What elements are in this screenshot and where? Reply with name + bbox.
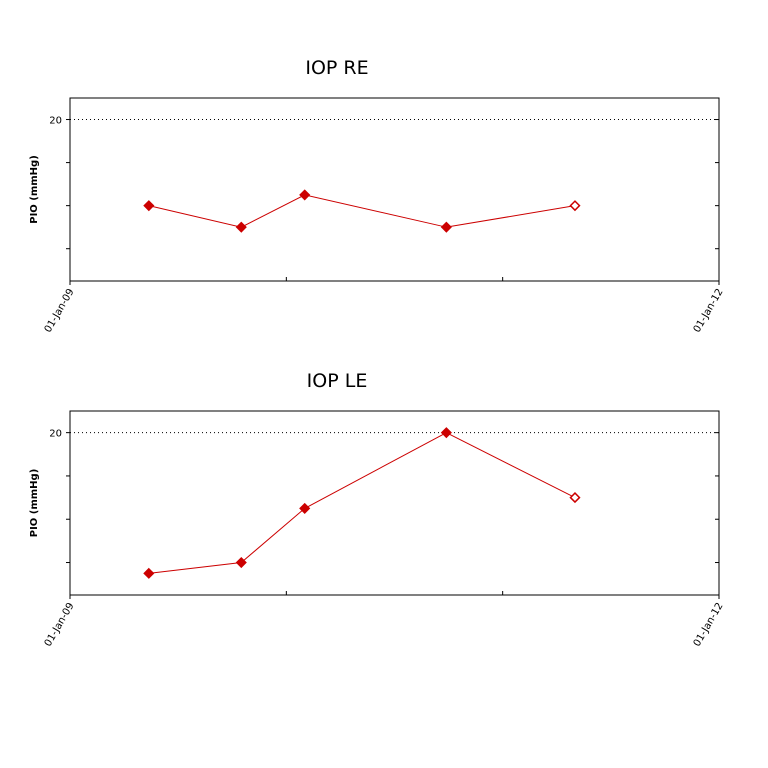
line [148, 194, 576, 228]
x-tick-label: 01-Jan-12 [692, 287, 726, 335]
marker [235, 556, 247, 569]
x-tick-label: 01-Jan-09 [43, 287, 77, 335]
marker [440, 221, 452, 233]
marker [299, 189, 311, 201]
marker [299, 502, 311, 514]
y-axis-label: PIO (mmHg) [29, 469, 40, 538]
x-tick-label: 01-Jan-09 [43, 601, 77, 649]
marker [569, 492, 581, 504]
marker [440, 427, 452, 439]
y-tick-label: 20 [49, 116, 62, 127]
chart-title: IOP LE [307, 370, 368, 392]
chart-title: IOP RE [305, 57, 368, 79]
plot-frame [69, 97, 720, 282]
marker [569, 200, 581, 212]
marker [235, 221, 247, 233]
x-tick-label: 01-Jan-12 [692, 601, 726, 649]
y-axis-label: PIO (mmHg) [29, 155, 40, 224]
marker [143, 567, 155, 579]
plot-frame [69, 410, 720, 596]
y-tick-label: 20 [49, 429, 62, 440]
marker [143, 200, 155, 212]
line [148, 432, 576, 574]
